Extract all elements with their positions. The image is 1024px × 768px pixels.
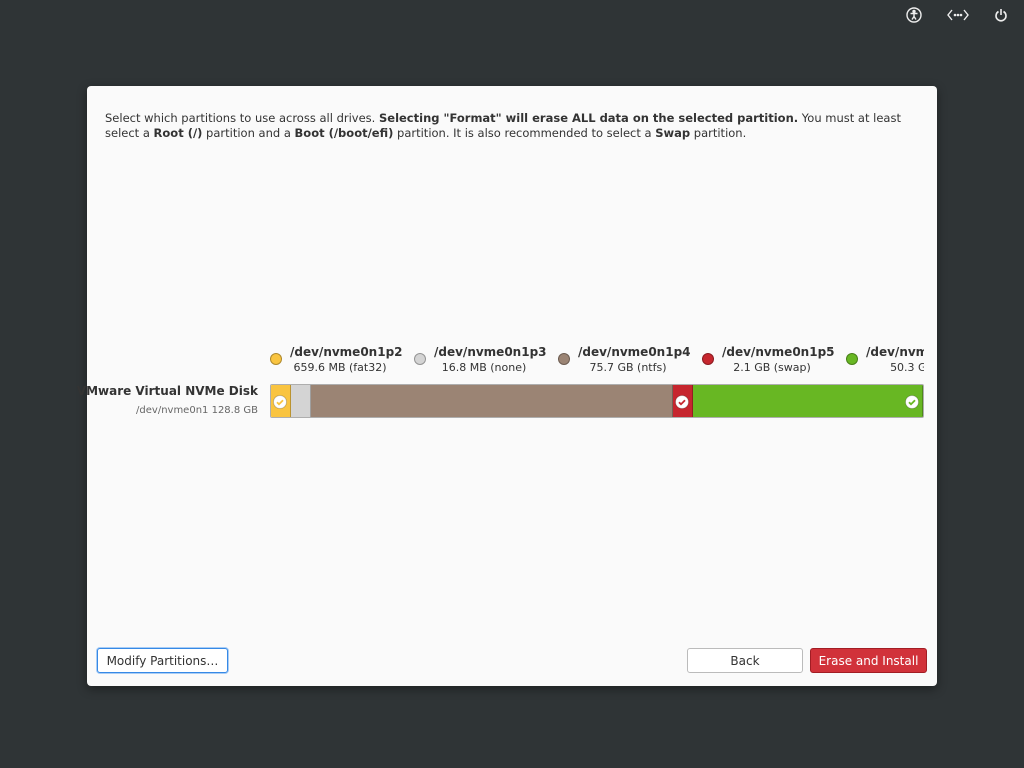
partition-legend: /dev/nvme0n1p2 659.6 MB (fat32)/dev/nvme0…	[270, 344, 924, 380]
partition-segment[interactable]	[672, 385, 693, 417]
partition-name: /dev/nvme0n1p4	[578, 345, 691, 359]
legend-dot	[414, 353, 426, 365]
partition-name: /dev/nvme0n1p3	[434, 345, 547, 359]
instructions: Select which partitions to use across al…	[105, 111, 925, 141]
legend-item: /dev/nvme0n1p3 16.8 MB (none)	[414, 344, 558, 380]
instruction-text: Swap	[655, 126, 691, 140]
legend-dot	[702, 353, 714, 365]
partition-name: /dev/nvme	[866, 345, 924, 359]
instruction-text: partition and a	[202, 126, 295, 140]
legend-item: /dev/nvme0n1p4 75.7 GB (ntfs)	[558, 344, 702, 380]
instruction-text: Selecting "Format" will erase ALL data o…	[378, 111, 799, 125]
disk-name: VMware Virtual NVMe Disk	[76, 384, 258, 398]
selected-check	[272, 395, 287, 409]
power-icon[interactable]	[995, 9, 1007, 22]
legend-item: /dev/nvme 50.3 GB (	[846, 344, 924, 380]
selected-check	[674, 395, 689, 409]
partition-name: /dev/nvme0n1p5	[722, 345, 835, 359]
selected-check	[905, 395, 919, 409]
instruction-text: Select which partitions to use across al…	[105, 111, 379, 125]
accessibility-icon[interactable]	[906, 7, 922, 23]
instruction-text: You must at least select a	[105, 111, 901, 140]
instruction-text: partition.	[690, 126, 747, 140]
erase-install-button[interactable]: Erase and Install	[810, 648, 927, 673]
partition-size: 75.7 GB (ntfs)	[589, 361, 667, 374]
top-icons	[906, 7, 1007, 23]
legend-dot	[846, 353, 858, 365]
legend-dot	[270, 353, 282, 365]
instruction-text: Root (/)	[153, 126, 203, 140]
partition-segment[interactable]	[310, 385, 673, 417]
partition-name: /dev/nvme0n1p2	[290, 345, 403, 359]
instruction-text: Boot (/boot/efi)	[294, 126, 394, 140]
partition-size: 16.8 MB (none)	[441, 361, 527, 374]
partition-size: 50.3 GB (	[890, 361, 924, 374]
network-icon[interactable]	[947, 9, 969, 21]
legend-item: /dev/nvme0n1p5 2.1 GB (swap)	[702, 344, 846, 380]
partition-segment[interactable]	[290, 385, 311, 417]
disk-detail: /dev/nvme0n1 128.8 GB	[136, 405, 258, 416]
partition-size: 2.1 GB (swap)	[733, 361, 811, 374]
partition-segment[interactable]	[692, 385, 923, 417]
partition-bar	[270, 384, 924, 418]
legend-item: /dev/nvme0n1p2 659.6 MB (fat32)	[270, 344, 414, 380]
dialog: Select which partitions to use across al…	[77, 86, 937, 686]
legend-dot	[558, 353, 570, 365]
instruction-text: partition. It is also recommended to sel…	[393, 126, 656, 140]
back-button[interactable]: Back	[687, 648, 803, 673]
partition-size: 659.6 MB (fat32)	[293, 361, 387, 374]
modify-partitions-button[interactable]: Modify Partitions…	[97, 648, 228, 673]
partition-segment[interactable]	[271, 385, 291, 417]
